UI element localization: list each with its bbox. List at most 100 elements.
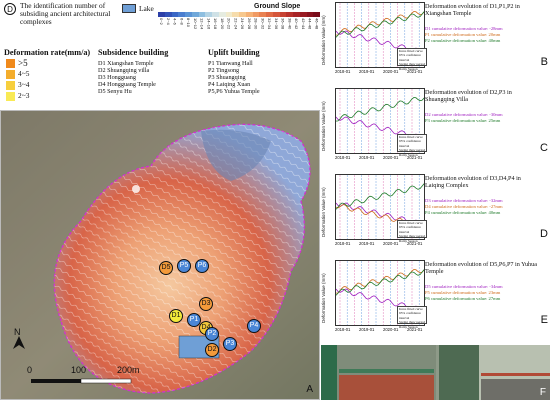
slope-bin-label: 40~42 [294, 18, 299, 30]
rate-label: 4~5 [18, 69, 30, 78]
panel-xticks: 2018-01 2019-01 2020-01 2021-01 [335, 327, 427, 334]
panel-cumulative-value: P5 cumulative deformation value: 23mm [425, 290, 501, 295]
slope-swatch [245, 12, 253, 17]
slope-bin-label: 8~10 [186, 18, 191, 28]
slope-bin-label: 36~38 [280, 18, 286, 30]
inset-legend-item: 95% confidence interval [399, 311, 421, 320]
ground-slope-label: Ground Slope [254, 3, 301, 10]
slope-swatch [286, 12, 293, 17]
rate-swatch [6, 92, 15, 101]
panel-plot [335, 2, 425, 68]
panel-cumulative-value: P3 cumulative deformation value: 25mm [425, 118, 501, 123]
inset-legend-item: Inves fitted curve [399, 221, 423, 225]
inset-legend-item: Spring thaw period [399, 234, 425, 239]
uplift-item: P3 Shuangqing [208, 74, 246, 81]
slope-bin-label: 10~12 [192, 18, 198, 30]
marker-p5: P5 [177, 259, 191, 273]
slope-swatch [252, 12, 260, 17]
slope-bin-label: 28~30 [253, 18, 259, 30]
slope-bin-label: 16~18 [213, 18, 218, 30]
rate-swatch [6, 59, 15, 68]
slope-bin-label: 0~2 [159, 18, 164, 25]
inset-legend-item: Rainy Season [399, 152, 418, 157]
photo-panel-label: F [539, 387, 546, 398]
inset-legend-item: Spring thaw period [399, 320, 425, 325]
panel-xtick: 2021-01 [407, 69, 423, 74]
subsidence-header: Subsidence building [98, 48, 169, 57]
slope-swatch [259, 12, 266, 17]
panel-cumulative-value: D1 cumulative deformation value: -28mm [425, 26, 503, 31]
rate-item: 2~3 [6, 91, 86, 101]
panel-cumulative-value: D3 cumulative deformation value: -32mm [425, 198, 503, 203]
panel-xtick: 2018-01 [335, 69, 351, 74]
slope-swatch [205, 12, 212, 17]
panel-title: Deformation evolution of D1,P1,P2 in Xia… [425, 3, 520, 17]
inset-legend-item: Inves fitted curve [399, 49, 423, 53]
slope-swatch [225, 12, 233, 17]
inset-legend-item: Spring thaw period [399, 62, 425, 67]
inset-legend-item: 95% confidence interval [399, 53, 421, 62]
panel-cumulative-value: P2 cumulative deformation value: 40mm [425, 38, 501, 43]
circle-key-icon: D [4, 3, 16, 15]
panel-cumulative-value: P4 cumulative deformation value: 40mm [425, 210, 501, 215]
marker-d5: D5 [159, 261, 173, 275]
slope-bin-label: 30~32 [260, 18, 266, 30]
panel-xticks: 2018-01 2019-01 2020-01 2021-01 [335, 241, 427, 248]
slope-bin-label: 12~14 [199, 18, 205, 30]
panel-xtick: 2020-01 [383, 155, 399, 160]
inset-legend-item: Inves fitted curve [399, 135, 423, 139]
inset-legend-item: Rainy Season [399, 324, 418, 329]
subsidence-item: D5 Senyu Hu [98, 88, 132, 95]
slope-bin-label: 20~22 [226, 18, 232, 30]
slope-swatch [266, 12, 273, 17]
panel-ylabel: Deformation Value (mm) [321, 101, 326, 151]
panel-xtick: 2019-01 [359, 69, 375, 74]
panel-inset-legend: Inves fitted curve 95% confidence interva… [397, 306, 427, 329]
slope-swatch [299, 12, 307, 17]
panel-letter: E [540, 314, 548, 326]
panel-title: Deformation evolution of D3,D4,P4 in Lai… [425, 175, 521, 189]
panel-xtick: 2019-01 [359, 155, 375, 160]
slope-swatch [171, 12, 179, 17]
panel-xticks: 2018-01 2019-01 2020-01 2021-01 [335, 155, 427, 162]
photo-panel: F [321, 345, 550, 400]
slope-bin-label: 34~36 [273, 18, 279, 30]
slope-swatch [232, 12, 239, 17]
circle-key-description: The identification number of subsiding a… [20, 1, 111, 26]
panel-cumulative-value: P6 cumulative deformation value: 27mm [425, 296, 501, 301]
rate-label: 2~3 [18, 91, 30, 100]
panel-ylabel: Deformation Value (mm) [321, 273, 326, 323]
deformation-panel-b: Deformation Value (mm) Inves fitted curve… [321, 0, 550, 85]
subsidence-item: D2 Shuangqing villa [98, 67, 150, 74]
panel-letter: D [540, 228, 548, 240]
inset-legend-item: Inves fitted curve [399, 307, 423, 311]
panel-cumulative-value: D4 cumulative deformation value: -27mm [425, 204, 503, 209]
panel-plot [335, 88, 425, 154]
slope-swatch [164, 12, 172, 17]
scale-label-0: 0 [27, 365, 33, 375]
rate-swatch [6, 81, 15, 90]
deformation-rate-list: >5 4~5 3~4 2~3 [6, 58, 86, 108]
slope-bin-label: 22~24 [233, 18, 239, 30]
subsidence-item: D4 Hongguang Temple [98, 81, 156, 88]
marker-d2: D2 [205, 343, 219, 357]
deformation-panel-e: Deformation Value (mm) Inves fitted curve… [321, 258, 550, 343]
deformation-rate-header: Deformation rate(mm/a) [4, 48, 91, 57]
subsidence-item: D3 Hongguang [98, 74, 136, 81]
slope-swatch [218, 12, 226, 17]
panel-ylabel: Deformation Value (mm) [321, 15, 326, 65]
slope-bin-label: 32~34 [267, 18, 272, 30]
panel-xtick: 2021-01 [407, 155, 423, 160]
deformation-panel-c: Deformation Value (mm) Inves fitted curve… [321, 86, 550, 171]
slope-swatch [158, 12, 165, 17]
panel-cumulative-value: P1 cumulative deformation value: 20mm [425, 32, 501, 37]
panel-xtick: 2019-01 [359, 327, 375, 332]
slope-swatch [198, 12, 206, 17]
panel-xtick: 2021-01 [407, 241, 423, 246]
marker-p2: P2 [205, 327, 219, 341]
ground-slope-scale: 0~2 2~4 4~6 6~8 8~10 10~12 12~14 14~16 16~18 18~2… [158, 12, 320, 38]
panel-xtick: 2018-01 [335, 327, 351, 332]
slope-bin-label: 2~4 [165, 18, 171, 25]
uplift-list: P1 Tianwang Hall P2 Tingsong P3 Shuangqing… [208, 60, 316, 95]
slope-bin-label: 14~16 [206, 18, 212, 30]
